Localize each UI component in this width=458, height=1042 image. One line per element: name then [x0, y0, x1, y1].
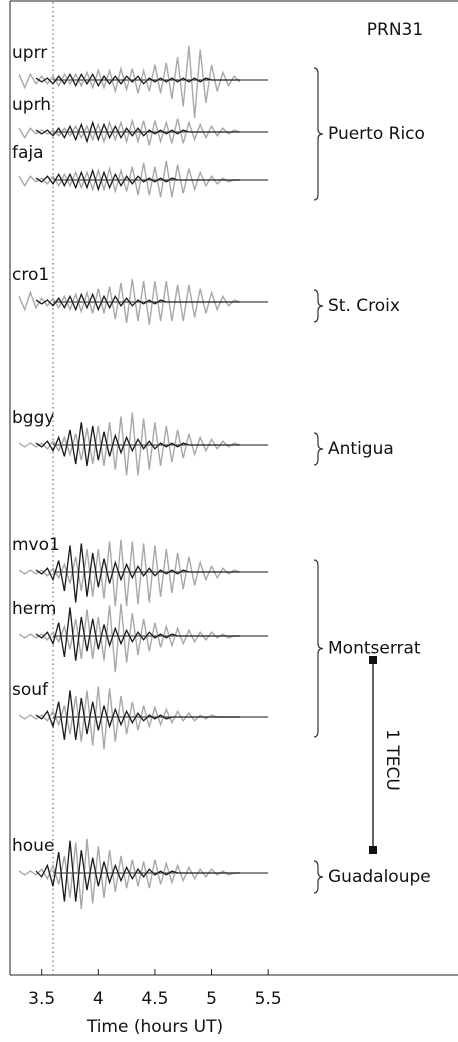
group-label: Antigua [328, 439, 394, 459]
x-tick-label: 4 [93, 989, 104, 1009]
x-tick-label: 5 [206, 989, 217, 1009]
group-brace [313, 289, 324, 323]
station-label: faja [12, 143, 44, 163]
station-label: cro1 [12, 265, 49, 285]
group-brace [313, 559, 324, 738]
chart-title: PRN31 [367, 20, 423, 40]
station-label: souf [12, 680, 49, 700]
scale-bar-end [369, 656, 377, 664]
station-label: uprr [12, 43, 47, 63]
station-label: herm [12, 599, 56, 619]
x-axis-label: Time (hours UT) [86, 1017, 223, 1037]
x-tick-label: 5.5 [255, 989, 282, 1009]
group-label: Puerto Rico [328, 124, 425, 144]
x-tick-label: 3.5 [28, 989, 55, 1009]
trace [35, 168, 240, 192]
trace [35, 292, 240, 312]
scale-bar-label: 1 TECU [382, 729, 402, 791]
trace [35, 690, 240, 740]
x-tick-label: 4.5 [141, 989, 168, 1009]
scale-bar-end [369, 846, 377, 854]
group-label: Guadaloupe [328, 867, 431, 887]
group-brace [313, 67, 324, 201]
station-label: uprh [12, 95, 51, 115]
trace [18, 45, 241, 119]
trace [35, 543, 240, 603]
trace [35, 120, 240, 144]
station-label: mvo1 [12, 535, 60, 555]
station-label: houe [12, 836, 54, 856]
trace [35, 72, 240, 88]
station-label: bggy [12, 408, 54, 428]
group-brace [313, 432, 324, 466]
trace [35, 607, 240, 661]
trace [18, 539, 241, 607]
group-brace [313, 860, 324, 894]
group-label: St. Croix [328, 296, 400, 316]
group-label: Montserrat [328, 639, 421, 659]
trace [35, 422, 240, 466]
trace [35, 840, 240, 902]
